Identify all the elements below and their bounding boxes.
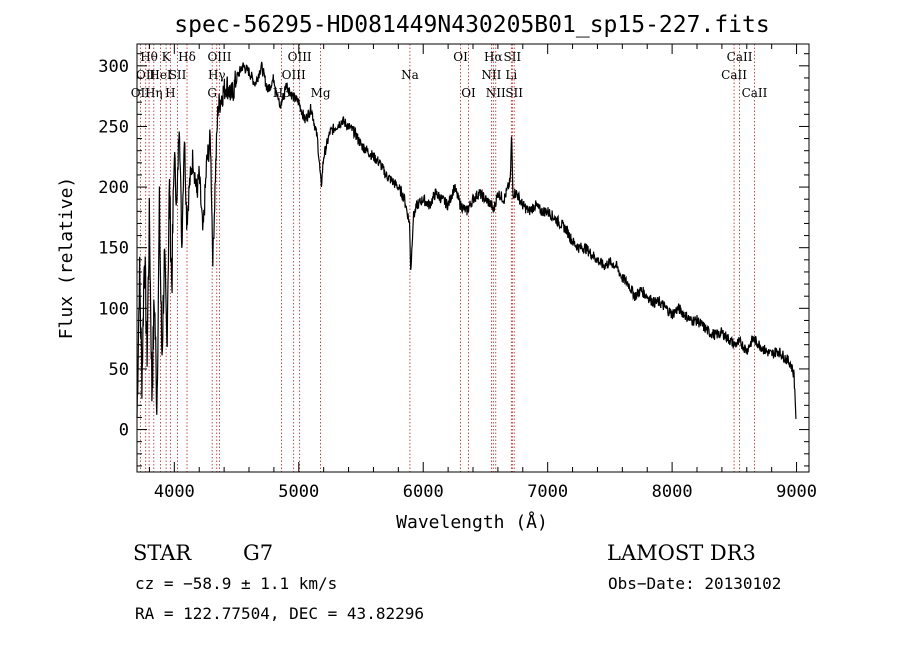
y-tick-label: 200 xyxy=(98,178,129,198)
line-label: OI xyxy=(461,86,476,100)
line-label: Hη xyxy=(145,86,163,100)
line-label: Mg xyxy=(311,86,331,100)
line-label: Hα xyxy=(484,50,503,64)
line-label: SII xyxy=(505,86,523,100)
line-label: CaII xyxy=(721,68,747,82)
line-label: Hθ xyxy=(140,50,158,64)
line-label: OIII xyxy=(207,50,231,64)
x-axis-label: Wavelength (Å) xyxy=(396,511,548,533)
line-label: OII xyxy=(131,86,151,100)
x-tick-label: 6000 xyxy=(403,482,444,502)
line-label: Hδ xyxy=(178,50,196,64)
x-axis: 4000 5000 6000 7000 8000 9000 xyxy=(148,44,817,502)
x-tick-label: 4000 xyxy=(154,482,195,502)
line-label: H xyxy=(165,86,175,100)
line-label: NII xyxy=(481,68,501,82)
spectral-subclass: G7 xyxy=(243,541,273,565)
spectral-line-labels: OIIOIIHθHηHeIKHSIIHδGHγOIIIHβOIIIOIIIMgN… xyxy=(131,50,768,100)
line-label: Li xyxy=(505,68,517,82)
line-label: OIII xyxy=(282,68,306,82)
line-label: G xyxy=(207,86,217,100)
line-label: K xyxy=(162,50,172,64)
survey-name: LAMOST DR3 xyxy=(607,541,756,565)
line-label: CaII xyxy=(727,50,753,64)
redshift-cz: cz = −58.9 ± 1.1 km/s xyxy=(135,574,337,593)
line-label: OI xyxy=(453,50,468,64)
y-axis: 0 50 100 150 200 250 300 xyxy=(98,53,809,467)
x-tick-label: 8000 xyxy=(652,482,693,502)
spectral-line-markers xyxy=(139,44,755,472)
y-tick-label: 150 xyxy=(98,239,129,259)
y-tick-label: 300 xyxy=(98,57,129,77)
y-tick-label: 100 xyxy=(98,299,129,319)
line-label: OII xyxy=(136,68,156,82)
spectrum-line xyxy=(136,61,797,420)
line-label: HeI xyxy=(149,68,172,82)
x-tick-label: 7000 xyxy=(527,482,568,502)
y-tick-label: 0 xyxy=(119,421,129,441)
x-tick-label: 5000 xyxy=(278,482,319,502)
y-tick-label: 250 xyxy=(98,117,129,137)
line-label: Na xyxy=(401,68,419,82)
object-type: STAR xyxy=(133,541,192,565)
line-label: OIII xyxy=(288,50,312,64)
y-tick-label: 50 xyxy=(109,360,129,380)
plot-frame xyxy=(136,43,810,473)
observation-date: Obs−Date: 20130102 xyxy=(608,574,781,593)
line-label: SII xyxy=(169,68,187,82)
ra-dec: RA = 122.77504, DEC = 43.82296 xyxy=(135,604,424,623)
y-axis-label: Flux (relative) xyxy=(56,177,77,340)
line-label: Hγ xyxy=(208,68,226,82)
x-tick-label: 9000 xyxy=(776,482,817,502)
line-label: CaII xyxy=(742,86,768,100)
chart-title: spec-56295-HD081449N430205B01_sp15-227.f… xyxy=(174,12,769,38)
line-label: NII xyxy=(486,86,506,100)
line-label: SII xyxy=(503,50,521,64)
